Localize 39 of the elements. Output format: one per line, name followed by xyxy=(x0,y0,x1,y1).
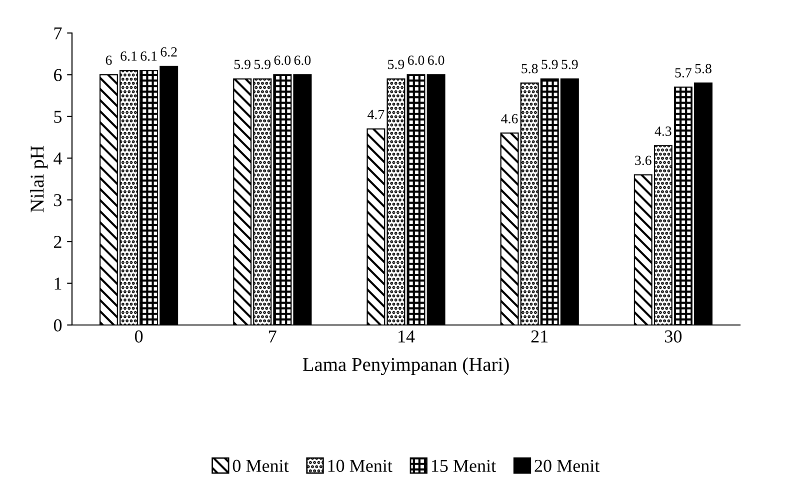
data-label: 4.6 xyxy=(501,114,518,124)
y-axis-title: Nilai pH xyxy=(30,146,48,212)
data-label: 5.9 xyxy=(254,60,270,70)
x-axis-title: Lama Penyimpanan (Hari) xyxy=(302,357,509,376)
data-label: 3.6 xyxy=(635,156,652,166)
y-tick-label: 6 xyxy=(54,69,62,82)
legend-label: 20 Menit xyxy=(534,460,600,472)
data-label: 5.9 xyxy=(234,60,250,70)
legend-label: 10 Menit xyxy=(328,460,392,472)
data-label: 6.1 xyxy=(140,51,157,61)
y-tick-label: 1 xyxy=(54,278,62,290)
y-tick-label: 4 xyxy=(54,152,62,164)
data-label: 6.0 xyxy=(294,56,311,66)
x-tick-label: 14 xyxy=(398,330,415,342)
data-label: 6.0 xyxy=(428,56,444,66)
y-tick-label: 2 xyxy=(54,236,62,248)
x-tick-label: 0 xyxy=(134,330,143,343)
data-label: 5.8 xyxy=(695,64,712,74)
y-tick-label: 5 xyxy=(54,110,62,123)
x-tick-label: 7 xyxy=(269,330,276,342)
data-label: 6 xyxy=(106,56,112,65)
data-label: 6.1 xyxy=(120,51,137,61)
y-tick-label: 7 xyxy=(54,27,62,40)
y-tick-label: 3 xyxy=(54,194,62,206)
data-label: 6.0 xyxy=(274,56,291,66)
data-label: 5.8 xyxy=(522,64,538,74)
data-label: 5.9 xyxy=(562,60,578,70)
data-label: 5.9 xyxy=(542,60,558,70)
data-label: 5.7 xyxy=(675,68,692,78)
x-tick-label: 21 xyxy=(531,330,548,342)
y-tick-label: 0 xyxy=(54,319,62,332)
data-label: 6.0 xyxy=(408,56,424,66)
legend-label: 15 Menit xyxy=(432,460,496,472)
data-label: 4.7 xyxy=(368,110,384,120)
data-label: 6.2 xyxy=(160,47,177,57)
legend-label: 0 Menit xyxy=(232,460,289,472)
data-label: 5.9 xyxy=(388,60,404,70)
data-label: 4.3 xyxy=(654,126,672,136)
x-tick-label: 30 xyxy=(665,330,682,343)
